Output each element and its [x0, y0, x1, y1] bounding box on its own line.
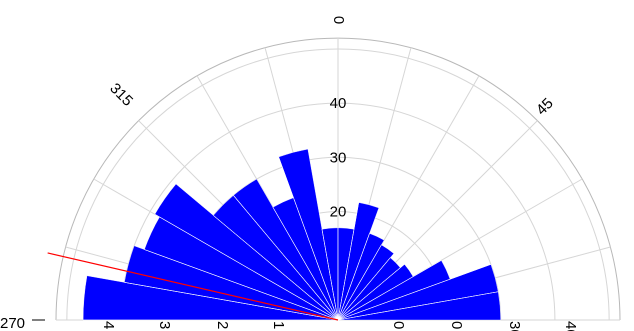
- bar-separator: [337, 260, 442, 321]
- angle-tick-label: 0: [330, 16, 347, 24]
- rose-bars: [82, 148, 501, 321]
- baseline-tick-label: 0: [390, 321, 407, 329]
- bar-separator: [144, 249, 339, 321]
- bar-separator: [321, 229, 339, 321]
- baseline-tick-label: 1: [270, 321, 287, 329]
- baseline-tick-label: 0: [448, 321, 465, 329]
- bar-separator: [337, 233, 370, 321]
- baseline-tick-label: 30: [506, 321, 523, 331]
- radial-tick-label: 30: [330, 149, 347, 166]
- mean-direction-line: [47, 252, 339, 321]
- baseline-tick-label: 2: [214, 321, 231, 329]
- bar-separator: [337, 257, 391, 321]
- bar-separator: [337, 291, 499, 321]
- radial-tick-label: 20: [330, 204, 347, 221]
- bar-separator: [278, 156, 339, 321]
- angle-tick-label: 45: [533, 95, 557, 119]
- bar-separator: [124, 282, 339, 321]
- mean-direction: [47, 252, 339, 321]
- baseline-tick-label: 40: [562, 321, 579, 331]
- bar-separator: [213, 215, 339, 321]
- bar-separator: [272, 207, 339, 321]
- bar-separator: [337, 264, 491, 321]
- baseline-tick-label: 3: [156, 321, 173, 329]
- rose-bar: [233, 178, 339, 321]
- bar-separator: [337, 263, 405, 321]
- bar-separator: [154, 213, 339, 321]
- angle-tick-label: 315: [106, 80, 136, 110]
- angle-tick-label-270: 270: [0, 315, 25, 331]
- bar-separator: [337, 244, 382, 321]
- radial-tick-label: 40: [330, 95, 347, 112]
- rose-bar: [124, 245, 339, 321]
- baseline-tick-label: 4: [100, 321, 117, 329]
- bar-separator: [337, 202, 360, 321]
- bar-separator: [233, 195, 339, 321]
- rose-bar: [278, 148, 339, 321]
